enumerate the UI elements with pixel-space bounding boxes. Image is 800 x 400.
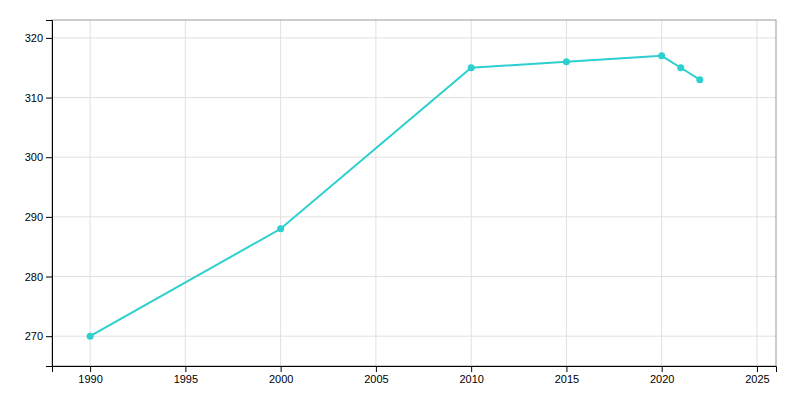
x-tick: 2000 xyxy=(269,366,293,385)
x-tick: 2015 xyxy=(555,366,579,385)
y-tick: 280 xyxy=(25,271,52,283)
x-tick-label: 2005 xyxy=(364,373,388,385)
grid-line-y xyxy=(52,216,776,217)
y-tick-mark xyxy=(46,38,52,39)
point xyxy=(277,225,284,232)
chart: 1990 1995 2000 2005 2010 2015 2020 2025 270 280 29… xyxy=(0,0,800,400)
x-tick-label: 2000 xyxy=(269,373,293,385)
y-tick: 320 xyxy=(25,32,52,44)
grid xyxy=(52,20,776,366)
y-tick-mark xyxy=(46,157,52,158)
grid-line-x xyxy=(471,20,472,366)
x-tick-mark xyxy=(757,366,758,372)
x-tick-mark xyxy=(281,366,282,372)
y-tick-mark xyxy=(46,98,52,99)
point xyxy=(87,333,94,340)
grid-line-x xyxy=(566,20,567,366)
plot-frame xyxy=(52,20,776,366)
x-axis-line xyxy=(53,367,777,373)
y-tick: 290 xyxy=(25,211,52,223)
x-tick: 2025 xyxy=(745,366,769,385)
grid-line-y xyxy=(52,336,776,337)
grid-line-x xyxy=(756,20,757,366)
x-tick-label: 1990 xyxy=(78,373,102,385)
x-tick-mark xyxy=(185,366,186,372)
x-tick-mark xyxy=(662,366,663,372)
x-tick-mark xyxy=(376,366,377,372)
y-axis: 270 280 290 300 310 320 xyxy=(25,21,53,367)
y-tick-mark xyxy=(46,277,52,278)
grid-line-x xyxy=(185,20,186,366)
grid-line-x xyxy=(90,20,91,366)
y-tick: 270 xyxy=(25,330,52,342)
y-tick-label: 310 xyxy=(25,92,43,104)
y-tick: 300 xyxy=(25,151,52,163)
x-tick: 2020 xyxy=(650,366,674,385)
x-tick-mark xyxy=(471,366,472,372)
grid-line-y xyxy=(52,157,776,158)
point xyxy=(677,64,684,71)
x-tick-label: 2025 xyxy=(745,373,769,385)
grid-line-y xyxy=(52,97,776,98)
x-tick-label: 2015 xyxy=(555,373,579,385)
grid-line-x xyxy=(661,20,662,366)
x-tick-mark xyxy=(90,366,91,372)
x-tick: 2010 xyxy=(459,366,483,385)
x-tick-label: 2010 xyxy=(459,373,483,385)
grid-line-y xyxy=(52,276,776,277)
y-tick-mark xyxy=(46,336,52,337)
point xyxy=(658,52,665,59)
y-axis-line xyxy=(46,21,53,367)
point xyxy=(563,58,570,65)
x-tick-mark xyxy=(566,366,567,372)
y-tick-label: 270 xyxy=(25,330,43,342)
y-tick-label: 290 xyxy=(25,211,43,223)
x-tick-label: 2020 xyxy=(650,373,674,385)
point xyxy=(468,64,475,71)
series xyxy=(87,52,704,339)
x-tick-label: 1995 xyxy=(174,373,198,385)
x-tick: 1990 xyxy=(78,366,102,385)
y-tick-label: 300 xyxy=(25,151,43,163)
y-tick-label: 320 xyxy=(25,32,43,44)
point xyxy=(696,76,703,83)
grid-line-x xyxy=(280,20,281,366)
x-axis: 1990 1995 2000 2005 2010 2015 2020 2025 xyxy=(53,366,777,385)
y-tick-label: 280 xyxy=(25,271,43,283)
line xyxy=(90,56,700,336)
y-tick-mark xyxy=(46,217,52,218)
y-tick: 310 xyxy=(25,92,52,104)
x-tick: 2005 xyxy=(364,366,388,385)
plot: 1990 1995 2000 2005 2010 2015 2020 2025 270 280 29… xyxy=(25,20,777,385)
grid-line-y xyxy=(52,37,776,38)
x-tick: 1995 xyxy=(174,366,198,385)
grid-line-x xyxy=(375,20,376,366)
